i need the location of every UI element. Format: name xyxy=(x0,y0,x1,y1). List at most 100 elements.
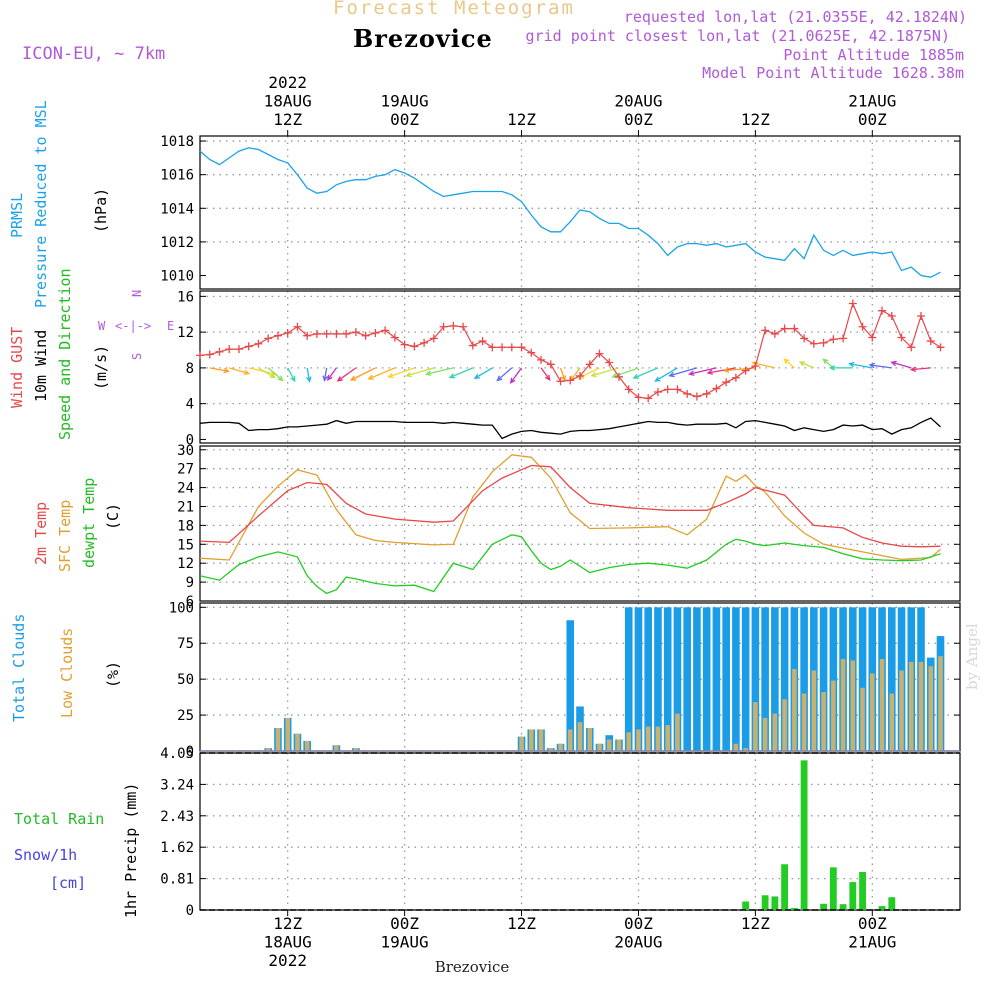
wind-speed-line xyxy=(199,417,941,440)
total-clouds-bar xyxy=(673,607,682,751)
wind-direction-arrow xyxy=(267,367,284,381)
ytick-label-temperature: 6 xyxy=(186,594,194,610)
wind-gust-point xyxy=(507,343,516,352)
rain-bar xyxy=(800,760,808,910)
low-clouds-bar xyxy=(831,680,836,751)
wind-direction-arrowhead xyxy=(632,373,639,379)
wind-gust-point xyxy=(936,343,945,352)
wind-direction-arrowhead xyxy=(848,361,855,368)
ytick-label-pressure: 1012 xyxy=(160,235,194,251)
model-altitude: Model Point Altitude 1628.38m xyxy=(702,64,964,82)
wind-gust-point xyxy=(283,329,292,338)
wind-gust-point xyxy=(234,345,243,354)
wind-direction-arrowhead xyxy=(783,358,790,365)
ytick-label-temperature: 21 xyxy=(177,499,194,515)
total-clouds-bar xyxy=(771,607,779,751)
wind-direction-arrowhead xyxy=(890,360,897,367)
wind-gust-point xyxy=(790,324,799,333)
wind-direction-arrowhead xyxy=(223,367,230,374)
compass-e: E xyxy=(167,319,174,333)
ytick-label-temperature: 9 xyxy=(186,575,194,591)
requested-coords: requested lon,lat (21.0355E, 42.1824N) xyxy=(623,8,967,26)
top-time-label: 12Z xyxy=(741,110,770,129)
wind-gust-point xyxy=(770,329,779,338)
rain-bar xyxy=(849,882,857,910)
panel-frame-temperature xyxy=(199,445,961,602)
wind-direction-arrow xyxy=(559,367,566,381)
wind-gust-point xyxy=(858,322,867,331)
wind-gust-point xyxy=(839,334,848,343)
wind-gust-point xyxy=(692,392,701,401)
wind-direction-arrow xyxy=(655,367,678,382)
wind-direction-arrowhead xyxy=(668,371,675,378)
wind-gust-point xyxy=(264,334,273,343)
wind-gust-point xyxy=(498,343,507,352)
wind-gust-point xyxy=(761,326,770,335)
ytick-label-clouds: 50 xyxy=(177,672,194,688)
ytick-label-clouds: 100 xyxy=(169,600,194,616)
low-clouds-bar xyxy=(782,699,787,751)
panel-frame-pressure xyxy=(199,135,961,290)
wind-gust-point xyxy=(371,329,380,338)
low-clouds-bar xyxy=(606,739,612,751)
low-clouds-bar xyxy=(733,743,739,751)
sfc-temp-label: SFC Temp xyxy=(56,500,74,572)
total-clouds-bar xyxy=(683,607,691,751)
ytick-label-wind: 16 xyxy=(177,289,194,305)
wind-gust-point xyxy=(381,326,390,335)
compass-line: <-|-> xyxy=(115,319,151,333)
bottom-time-label: 18AUG xyxy=(264,933,312,952)
total-clouds-bar xyxy=(761,607,769,751)
wind-gust-point xyxy=(683,389,692,398)
wind-gust-point xyxy=(585,360,594,369)
low-clouds-bar xyxy=(558,743,563,751)
grid-point-coords: grid point closest lon,lat (21.0625E, 42… xyxy=(525,27,950,45)
bottom-time-label: 21AUG xyxy=(848,933,896,952)
low-clouds-bar xyxy=(636,729,641,751)
temp-2m-label: 2m Temp xyxy=(32,502,50,565)
low-clouds-bar xyxy=(265,748,271,751)
low-clouds-bar xyxy=(353,748,359,751)
bottom-location-label: Brezovice xyxy=(435,958,510,976)
wind-gust-point xyxy=(653,388,662,397)
wind-gust-point xyxy=(196,351,204,360)
wind-direction-arrow xyxy=(540,367,551,381)
wind-gust-point xyxy=(907,343,916,352)
top-time-label: 19AUG xyxy=(381,92,429,111)
wind-gust-point xyxy=(342,329,351,338)
ytick-label-wind: 0 xyxy=(186,432,194,448)
wind-gust-point xyxy=(556,377,565,386)
wind-direction-arrow xyxy=(209,367,229,372)
wind-direction-arrowhead xyxy=(322,375,328,382)
total-clouds-label: Total Clouds xyxy=(10,614,28,722)
total-clouds-bar xyxy=(887,607,896,751)
precip-unit-label: 1hr Precip (mm) xyxy=(122,783,140,918)
wind-direction-arrow xyxy=(633,367,659,379)
wind-direction-arrow xyxy=(368,367,396,380)
total-clouds-bar xyxy=(702,607,711,751)
wind-gust-point xyxy=(273,331,282,340)
wind-gust-point xyxy=(361,331,370,340)
total-clouds-bar xyxy=(712,607,721,751)
rain-legend: Total Rain xyxy=(14,810,104,828)
compass-n: N xyxy=(130,290,144,297)
wind-gust-point xyxy=(390,333,399,342)
wind-gust-point xyxy=(614,372,623,381)
wind-gust-point xyxy=(351,328,360,337)
total-clouds-bar xyxy=(566,620,575,751)
ytick-label-clouds: 25 xyxy=(177,708,194,724)
wind-direction-arrowhead xyxy=(688,370,695,376)
wind-gust-point xyxy=(673,385,682,394)
low-clouds-bar xyxy=(762,717,768,751)
low-clouds-bar xyxy=(285,717,290,751)
total-clouds-bar xyxy=(732,607,740,751)
bottom-time-label: 00Z xyxy=(858,914,887,933)
low-clouds-bar xyxy=(295,733,300,751)
wind-gust-point xyxy=(800,334,809,343)
low-clouds-bar xyxy=(792,669,797,751)
wind-direction-arrowhead xyxy=(798,361,806,367)
rain-bar xyxy=(888,897,896,910)
wind-gust-label: Wind GUST xyxy=(8,327,26,408)
total-clouds-bar xyxy=(693,607,701,751)
bottom-time-label: 12Z xyxy=(273,914,302,933)
